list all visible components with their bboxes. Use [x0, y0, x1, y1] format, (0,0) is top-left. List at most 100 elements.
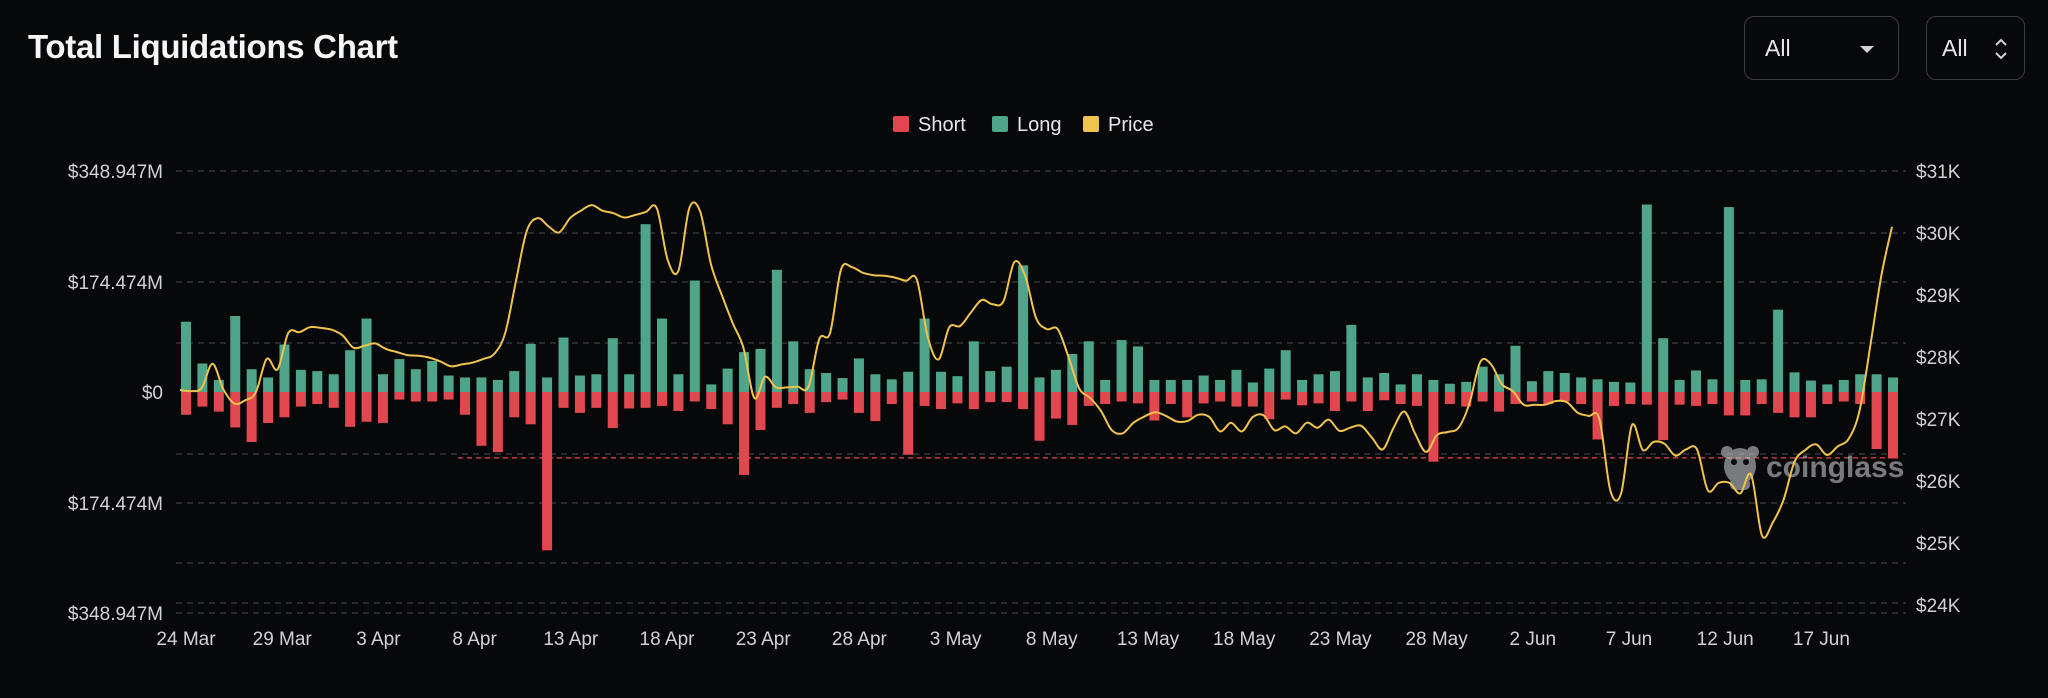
short-bar [328, 392, 339, 408]
short-bar [1116, 392, 1127, 402]
short-bar [755, 392, 766, 431]
long-bar [443, 375, 454, 392]
short-bar [1313, 392, 1324, 404]
legend-item-short[interactable]: Short [893, 114, 966, 136]
long-bar [886, 379, 897, 392]
short-bar [640, 392, 651, 408]
right-axis-tick-label: $24K [1916, 596, 1961, 617]
long-bar [1625, 382, 1636, 392]
short-bar [1625, 392, 1636, 405]
long-bar [968, 341, 979, 392]
right-axis-tick-label: $25K [1916, 534, 1961, 555]
short-bar [1264, 392, 1275, 420]
long-bar [771, 269, 782, 392]
short-bar [1477, 392, 1488, 402]
legend-item-long[interactable]: Long [992, 114, 1062, 136]
long-bar [1510, 345, 1521, 392]
legend-swatch [992, 116, 1008, 132]
coin-select[interactable]: All [1926, 16, 2025, 80]
long-bar [1526, 381, 1537, 392]
long-bar [460, 377, 471, 392]
short-bar [1658, 392, 1669, 441]
short-bar [1576, 392, 1587, 405]
legend-label: Long [1017, 114, 1062, 136]
long-bar [1297, 379, 1308, 392]
long-bar [1132, 346, 1143, 392]
legend-label: Price [1108, 114, 1154, 136]
price-line-path [179, 201, 1893, 539]
short-bar [295, 392, 306, 407]
x-axis-tick-label: 3 May [930, 629, 982, 650]
short-bar [1494, 392, 1505, 412]
short-bar [1297, 392, 1308, 406]
short-bar [558, 392, 569, 408]
legend-item-price[interactable]: Price [1083, 114, 1154, 136]
short-bar [181, 392, 191, 415]
short-bar [1559, 392, 1570, 402]
short-bar [394, 392, 405, 400]
long-bar [788, 341, 799, 392]
chart-title: Total Liquidations Chart [28, 28, 398, 65]
right-axis: $31K $30K $29K $28K $27K $26K $25K $24K [1916, 162, 1961, 617]
short-bar [1822, 392, 1833, 405]
long-bar [1592, 379, 1603, 392]
long-bar [673, 374, 684, 392]
short-bar [213, 392, 224, 412]
left-axis-tick-label: $0 [142, 383, 163, 404]
short-bar [1723, 392, 1734, 416]
long-bar [427, 360, 438, 392]
bars [181, 204, 1898, 551]
short-bar [936, 392, 947, 410]
short-bar [443, 392, 454, 400]
x-axis-tick-label: 8 May [1026, 629, 1078, 650]
long-bar [1543, 371, 1554, 392]
short-bar [722, 392, 733, 425]
long-bar [1805, 380, 1816, 392]
right-axis-tick-label: $28K [1916, 348, 1961, 369]
short-bar [1379, 392, 1390, 401]
short-bar [903, 392, 914, 455]
long-bar [870, 374, 881, 392]
long-bar [607, 338, 618, 392]
short-bar [1083, 392, 1094, 406]
x-axis-tick-label: 17 Jun [1793, 629, 1850, 650]
long-bar [1001, 366, 1012, 392]
time-range-select[interactable]: All [1744, 16, 1899, 80]
short-bar [1461, 392, 1472, 407]
long-bar [952, 376, 963, 392]
short-bar [1182, 392, 1193, 418]
long-bar [821, 372, 832, 392]
short-bar [230, 392, 241, 428]
long-bar [837, 378, 848, 392]
long-bar [1608, 381, 1619, 392]
short-bar [246, 392, 257, 443]
long-bar [1100, 379, 1111, 392]
short-bar [1789, 392, 1800, 418]
short-bar [1888, 392, 1898, 459]
right-axis-tick-label: $29K [1916, 286, 1961, 307]
long-bar [656, 318, 667, 392]
long-bar [1773, 309, 1784, 392]
short-bar [1444, 392, 1455, 405]
short-bar [1132, 392, 1143, 404]
short-bar [1247, 392, 1258, 407]
x-axis-tick-label: 23 May [1309, 629, 1372, 650]
long-bar [1050, 369, 1061, 392]
long-bar [492, 379, 503, 392]
coin-select-value: All [1942, 34, 1968, 61]
short-bar [1001, 392, 1012, 403]
short-bar [410, 392, 421, 402]
long-bar [1658, 338, 1669, 392]
long-bar [410, 369, 421, 392]
short-bar [1018, 392, 1029, 410]
long-bar [1838, 379, 1849, 392]
short-bar [1691, 392, 1702, 406]
long-bar [1116, 340, 1127, 392]
short-bar [492, 392, 503, 453]
x-axis-tick-label: 13 Apr [543, 629, 599, 650]
short-bar [607, 392, 618, 429]
short-bar [673, 392, 684, 412]
short-bar [1756, 392, 1767, 405]
long-bar [722, 368, 733, 392]
long-bar [1674, 379, 1685, 392]
